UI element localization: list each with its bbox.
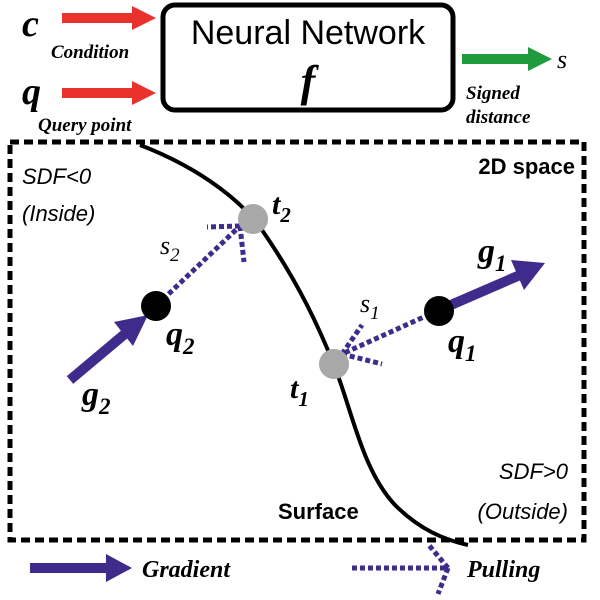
neural-network-title: Neural Network	[191, 14, 426, 52]
output-symbol: s	[557, 45, 567, 74]
outside-label-line2: (Outside)	[478, 499, 568, 524]
t2-label: t2	[272, 188, 291, 227]
condition-symbol: c	[22, 3, 39, 45]
q2-label: q2	[166, 316, 195, 359]
query-label: Query point	[38, 115, 132, 136]
surface-label: Surface	[278, 499, 359, 524]
output-arrow	[462, 47, 552, 71]
s2-label: s2	[160, 231, 180, 266]
function-symbol: f	[301, 57, 320, 106]
pulling-path-s1	[339, 308, 439, 367]
surface-point-t1	[319, 349, 349, 379]
output-label-line1: Signed	[466, 83, 520, 104]
s1-label: s1	[360, 289, 380, 324]
legend-gradient-label: Gradient	[142, 557, 231, 583]
surface-point-t2	[238, 204, 268, 234]
query-symbol: q	[22, 71, 41, 113]
space-frame	[7, 139, 587, 543]
query-point-q2	[141, 291, 171, 321]
t1-label: t1	[290, 372, 309, 411]
condition-arrow	[62, 6, 156, 30]
inside-label-line2: (Inside)	[22, 201, 95, 226]
gradient-arrow-g2	[66, 315, 148, 384]
inside-label-line1: SDF<0	[22, 164, 92, 189]
neural-network-box	[160, 2, 456, 113]
g2-label: g2	[81, 376, 111, 419]
pulling-path-s2	[155, 223, 247, 307]
legend-pulling-swatch	[352, 542, 451, 595]
condition-label: Condition	[51, 42, 129, 63]
query-point-q1	[424, 296, 454, 326]
legend-pulling-label: Pulling	[466, 557, 540, 583]
outside-label-line1: SDF>0	[499, 459, 569, 484]
query-arrow	[62, 81, 156, 105]
space-title: 2D space	[478, 154, 575, 179]
q1-label: q1	[448, 323, 477, 366]
g1-label: g1	[477, 233, 507, 276]
output-label-line2: distance	[466, 107, 531, 128]
legend-gradient-swatch	[30, 554, 132, 582]
